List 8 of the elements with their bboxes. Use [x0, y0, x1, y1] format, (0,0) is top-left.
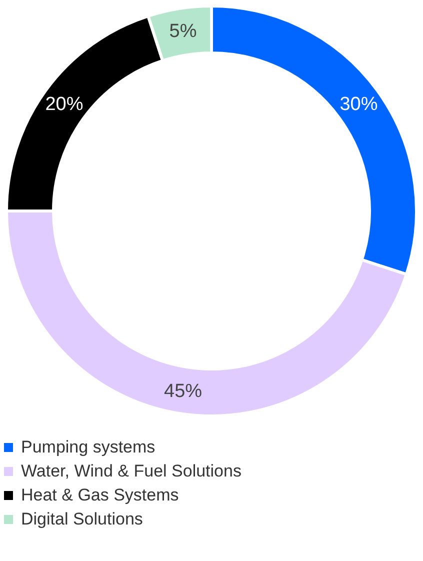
legend-label: Digital Solutions — [21, 510, 143, 528]
data-label: 5% — [169, 21, 197, 42]
legend-label: Heat & Gas Systems — [21, 486, 179, 504]
legend-label: Water, Wind & Fuel Solutions — [21, 462, 242, 480]
legend-label: Pumping systems — [21, 438, 156, 456]
data-label: 20% — [45, 94, 84, 116]
data-label: 30% — [340, 94, 378, 116]
data-label: 45% — [164, 380, 202, 402]
